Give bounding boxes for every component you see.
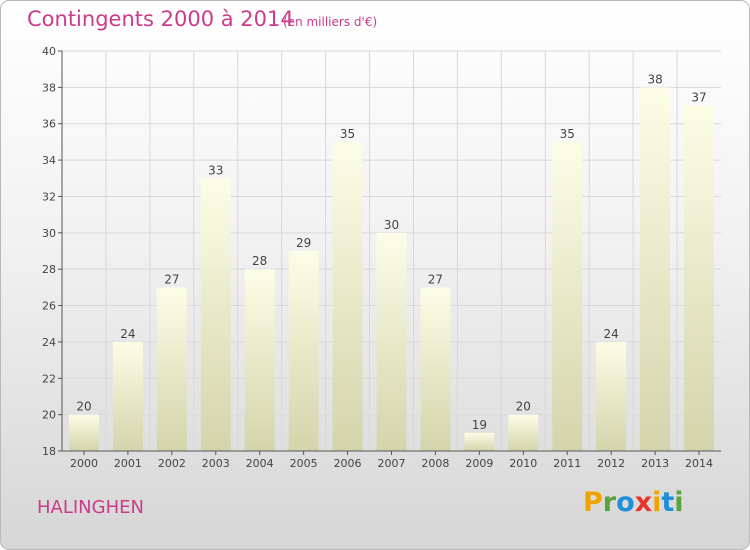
y-tick-label: 20 xyxy=(42,409,56,422)
bar xyxy=(68,414,99,451)
bars xyxy=(68,87,715,452)
x-tick-label: 2009 xyxy=(465,457,493,470)
x-tick-label: 2004 xyxy=(246,457,274,470)
bar xyxy=(420,287,451,451)
x-tick-label: 2003 xyxy=(202,457,230,470)
y-tick-label: 34 xyxy=(42,154,56,167)
logo-letter: x xyxy=(634,487,653,518)
logo-letter: i xyxy=(652,487,662,518)
y-tick-label: 40 xyxy=(42,45,56,58)
x-tick-label: 2014 xyxy=(685,457,713,470)
bar xyxy=(112,341,143,451)
bar xyxy=(156,287,187,451)
bar xyxy=(464,432,495,451)
bar xyxy=(244,269,275,451)
proxiti-logo: Proxiti xyxy=(583,487,684,518)
x-tick-label: 2010 xyxy=(509,457,537,470)
bar-value-label: 28 xyxy=(252,254,267,268)
bar xyxy=(200,178,231,452)
logo-letter: i xyxy=(674,487,684,518)
bar-value-label: 29 xyxy=(296,236,311,250)
x-tick-label: 2012 xyxy=(597,457,625,470)
y-tick-label: 28 xyxy=(42,263,56,276)
bar-value-label: 24 xyxy=(604,327,619,341)
labels: 18 20 22 24 26 28 30 32 34 36 38 40 20 2000 24 2001 27 20… xyxy=(42,45,713,470)
y-tick-label: 38 xyxy=(42,81,56,94)
bar-value-label: 35 xyxy=(560,127,575,141)
bar-value-label: 33 xyxy=(208,163,223,177)
y-tick-label: 22 xyxy=(42,372,56,385)
logo-letter: o xyxy=(616,487,635,518)
y-tick-label: 26 xyxy=(42,300,56,313)
x-tick-label: 2000 xyxy=(70,457,98,470)
bar-value-label: 20 xyxy=(516,400,531,414)
x-tick-label: 2006 xyxy=(334,457,362,470)
bar-value-label: 37 xyxy=(691,91,706,105)
x-tick-label: 2001 xyxy=(114,457,142,470)
bar-value-label: 24 xyxy=(120,327,135,341)
bar-value-label: 27 xyxy=(428,272,443,286)
logo-letter: P xyxy=(583,487,603,518)
logo-letter: t xyxy=(661,487,675,518)
y-tick-label: 18 xyxy=(42,445,56,458)
y-tick-label: 36 xyxy=(42,118,56,131)
bar-value-label: 30 xyxy=(384,218,399,232)
x-tick-label: 2007 xyxy=(378,457,406,470)
chart-title: Contingents 2000 à 2014 xyxy=(27,7,294,31)
y-tick-label: 24 xyxy=(42,336,56,349)
bar-value-label: 35 xyxy=(340,127,355,141)
chart-subtitle: (en milliers d'€) xyxy=(283,15,378,29)
x-tick-label: 2011 xyxy=(553,457,581,470)
logo-letter: r xyxy=(602,487,617,518)
bar-value-label: 38 xyxy=(647,72,662,86)
bar xyxy=(640,87,671,451)
bar-value-label: 27 xyxy=(164,272,179,286)
bar-value-label: 20 xyxy=(76,400,91,414)
x-tick-label: 2013 xyxy=(641,457,669,470)
bar xyxy=(332,141,363,451)
axes xyxy=(58,50,721,455)
bar xyxy=(288,251,319,451)
x-tick-label: 2005 xyxy=(290,457,318,470)
y-tick-label: 30 xyxy=(42,227,56,240)
commune-name: HALINGHEN xyxy=(37,497,144,518)
bar xyxy=(552,141,583,451)
bar xyxy=(508,414,539,451)
y-tick-label: 32 xyxy=(42,190,56,203)
bar xyxy=(376,232,407,451)
x-tick-label: 2008 xyxy=(421,457,449,470)
x-tick-label: 2002 xyxy=(158,457,186,470)
bar-value-label: 19 xyxy=(472,418,487,432)
bar xyxy=(596,341,627,451)
bar xyxy=(684,105,715,451)
